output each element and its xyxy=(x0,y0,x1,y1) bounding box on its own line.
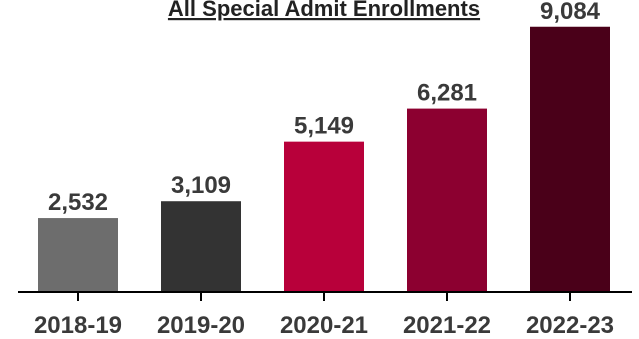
data-label-2019-20: 3,109 xyxy=(171,172,231,199)
data-label-2021-22: 6,281 xyxy=(417,80,477,107)
bar-2019-20 xyxy=(161,201,241,292)
bar-2021-22 xyxy=(407,108,487,292)
data-labels-group: 2,532 3,109 5,149 6,281 9,084 xyxy=(48,0,601,216)
bar-2020-21 xyxy=(284,141,364,292)
bar-2022-23 xyxy=(530,26,610,293)
x-tick-label-2018-19: 2018-19 xyxy=(34,312,122,339)
x-tick-labels-group: 2018-19 2019-20 2020-21 2021-22 2022-23 xyxy=(34,312,614,339)
x-tick-label-2019-20: 2019-20 xyxy=(157,312,245,339)
bars-group xyxy=(38,26,610,293)
x-ticks-group xyxy=(77,292,571,301)
x-tick-label-2021-22: 2021-22 xyxy=(403,312,491,339)
data-label-2022-23: 9,084 xyxy=(540,0,601,25)
data-label-2018-19: 2,532 xyxy=(48,189,108,216)
bar-2018-19 xyxy=(38,218,118,292)
chart-title: All Special Admit Enrollments xyxy=(168,0,480,21)
x-tick-label-2020-21: 2020-21 xyxy=(280,312,368,339)
x-tick-label-2022-23: 2022-23 xyxy=(526,312,614,339)
data-label-2020-21: 5,149 xyxy=(294,113,354,140)
